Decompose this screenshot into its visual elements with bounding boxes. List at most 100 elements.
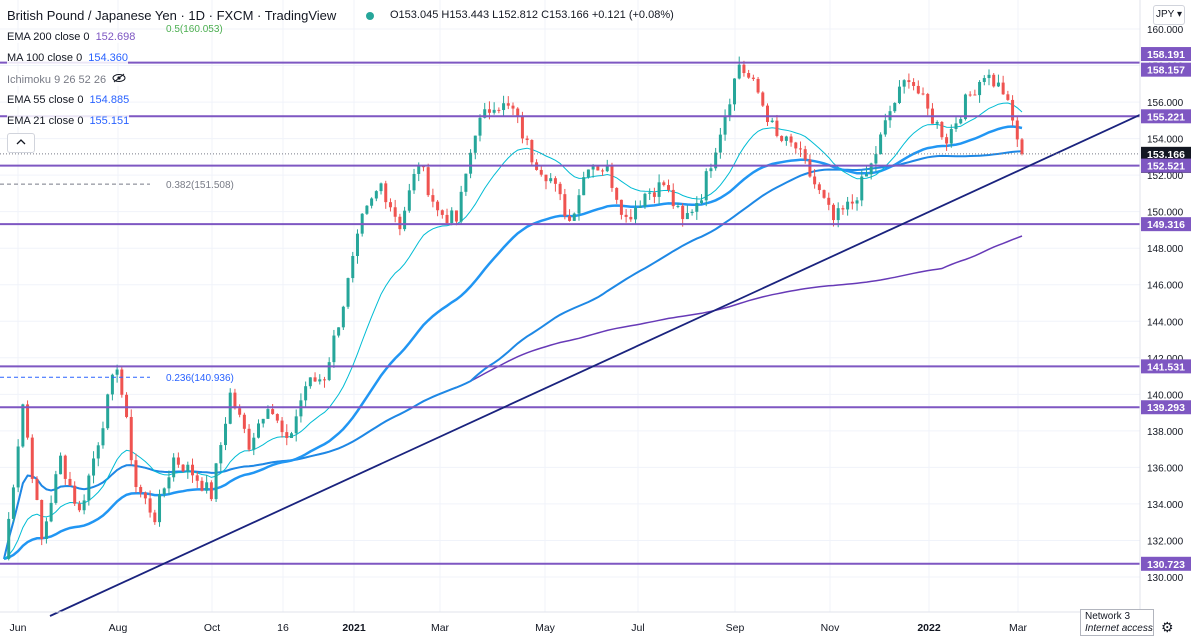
candle-body — [125, 394, 129, 417]
candle-body — [945, 137, 949, 144]
candle-body — [459, 191, 463, 222]
candle-body — [794, 142, 798, 149]
candle-body — [16, 446, 20, 488]
candle-body — [308, 377, 312, 387]
candle-body — [257, 423, 260, 438]
candle-body — [30, 437, 34, 479]
candle-body — [134, 460, 138, 487]
candle-body — [723, 116, 727, 135]
candle-body — [963, 94, 967, 120]
candle-body — [761, 92, 765, 106]
candle-body — [667, 185, 671, 190]
candle-body — [634, 207, 638, 220]
candle-body — [973, 94, 977, 96]
candle-body — [648, 192, 652, 194]
candle-body — [181, 464, 185, 472]
candle-body — [110, 374, 114, 395]
candle-body — [544, 174, 548, 182]
indicator-ema200[interactable]: EMA 200 close 0 152.698 — [7, 31, 136, 43]
hidden-eye-icon[interactable] — [112, 73, 126, 86]
price-label: 152.521 — [1147, 161, 1185, 173]
candle-body — [153, 512, 157, 523]
collapse-legend-button[interactable] — [7, 133, 35, 153]
candle-body — [978, 81, 982, 96]
candle-body — [808, 159, 812, 177]
candle-body — [436, 201, 440, 211]
indicator-ema21[interactable]: EMA 21 close 0 155.151 — [7, 115, 130, 127]
candle-body — [733, 78, 737, 105]
candle-body — [214, 463, 218, 500]
candle-body — [87, 475, 91, 501]
price-tick-label: 144.000 — [1147, 317, 1184, 328]
candle-body — [577, 195, 581, 214]
indicator-value: 154.885 — [89, 94, 130, 106]
candle-body — [893, 102, 897, 112]
candle-body — [615, 187, 619, 200]
candle-body — [35, 478, 39, 500]
candle-body — [695, 203, 699, 212]
candle-body — [539, 169, 543, 175]
candle-body — [294, 416, 298, 434]
price-tick-label: 136.000 — [1147, 463, 1184, 474]
candle-body — [261, 418, 265, 424]
candle-body — [704, 171, 708, 201]
time-tick-label: Nov — [821, 622, 840, 634]
candle-body — [209, 482, 213, 500]
candle-body — [40, 499, 44, 539]
candle-body — [553, 178, 557, 184]
price-label-box — [1141, 359, 1191, 374]
candle-body — [242, 414, 246, 429]
candle-body — [568, 216, 572, 221]
candle-body — [464, 173, 468, 192]
candle-body — [158, 494, 162, 523]
fib-label: 0.382(151.508) — [166, 180, 234, 191]
indicator-ma100[interactable]: MA 100 close 0 154.360 — [7, 52, 128, 64]
candle-body — [478, 117, 482, 136]
currency-label: JPY — [1156, 9, 1175, 20]
candle-body — [487, 109, 491, 113]
candle-body — [195, 475, 199, 481]
gear-icon[interactable]: ⚙ — [1161, 619, 1174, 635]
indicator-ichimoku[interactable]: Ichimoku 9 26 52 26 — [7, 73, 127, 86]
candle-body — [817, 184, 821, 191]
candle-body — [775, 120, 779, 136]
indicator-label: EMA 55 close 0 — [7, 94, 84, 106]
candle-body — [850, 201, 854, 204]
candle-body — [54, 474, 58, 503]
candle-body — [299, 400, 303, 417]
candle-body — [657, 182, 661, 197]
time-tick-label: Mar — [431, 622, 450, 634]
candle-body — [940, 121, 944, 138]
candle-body — [921, 93, 925, 95]
price-label: 149.316 — [1147, 219, 1185, 231]
fib-label: 0.5(160.053) — [166, 24, 223, 35]
candle-body — [530, 140, 534, 163]
candle-body — [497, 109, 501, 111]
candle-body — [586, 169, 590, 178]
candle-body — [271, 409, 275, 415]
candle-body — [846, 201, 850, 210]
candle-body — [864, 174, 868, 177]
candle-body — [68, 478, 72, 486]
price-label-box — [1141, 158, 1191, 173]
candle-body — [780, 135, 784, 141]
indicator-ema55[interactable]: EMA 55 close 0 154.885 — [7, 94, 130, 106]
ema21-line — [3, 102, 1023, 560]
candle-body — [643, 193, 647, 207]
candle-body — [652, 192, 656, 197]
candle-body — [162, 488, 166, 495]
candle-body — [200, 480, 204, 491]
currency-select[interactable]: JPY ▾ — [1153, 5, 1185, 25]
candle-body — [822, 190, 826, 198]
candle-body — [63, 455, 67, 479]
candle-body — [685, 213, 689, 220]
candle-body — [224, 423, 228, 446]
candle-body — [935, 121, 939, 124]
time-tick-label: 2021 — [342, 622, 366, 634]
candle-body — [841, 208, 845, 210]
candle-body — [365, 205, 369, 214]
candle-body — [690, 211, 694, 214]
candle-body — [624, 214, 628, 217]
chart-title: British Pound / Japanese Yen · 1D · FXCM… — [7, 8, 337, 23]
